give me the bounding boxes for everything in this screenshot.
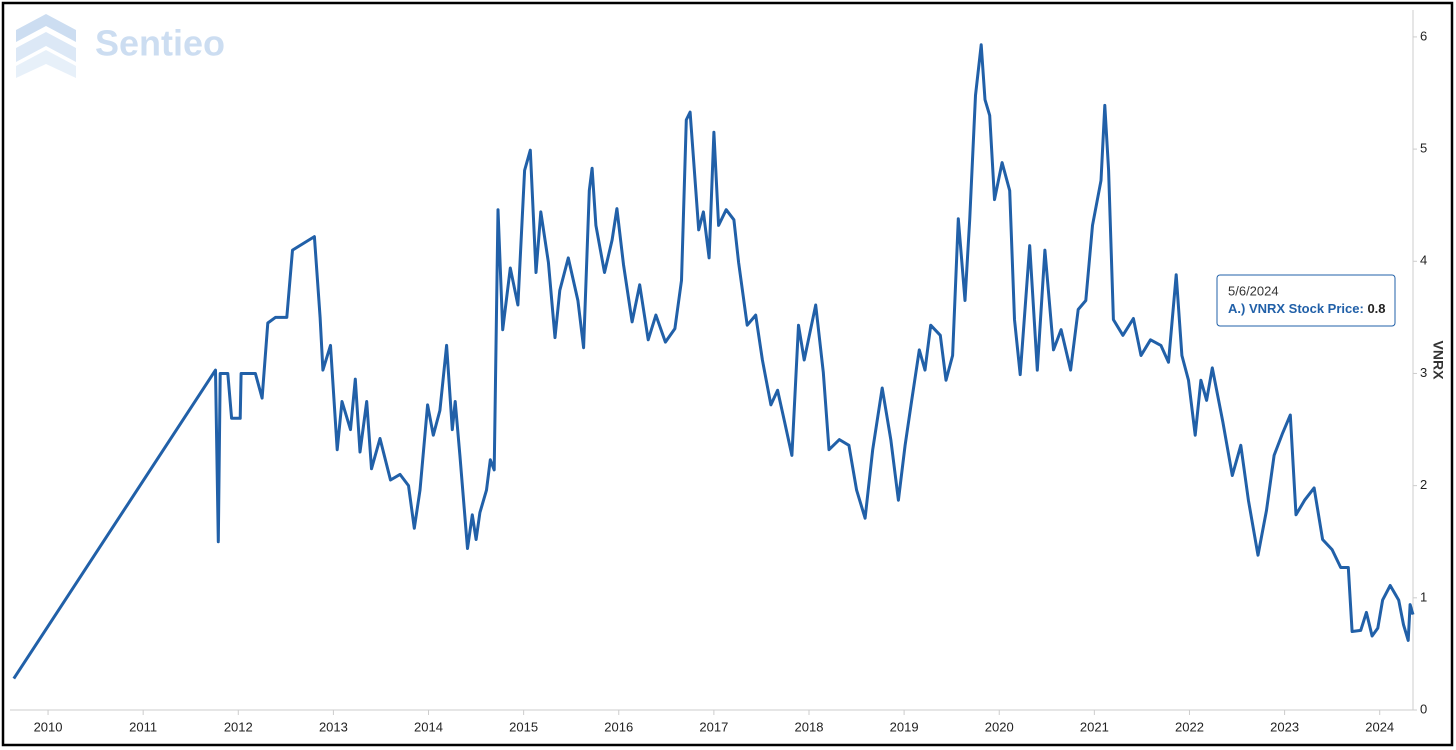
x-tick-label: 2017 xyxy=(699,719,728,734)
x-tick-label: 2018 xyxy=(795,719,824,734)
y-tick-label: 3 xyxy=(1420,365,1427,380)
y-tick-label: 5 xyxy=(1420,141,1427,156)
logo-icon xyxy=(16,50,76,78)
x-tick-label: 2015 xyxy=(509,719,538,734)
logo-icon xyxy=(16,32,76,62)
y-tick-label: 4 xyxy=(1420,253,1427,268)
x-tick-label: 2016 xyxy=(604,719,633,734)
logo-text: Sentieo xyxy=(95,23,225,64)
x-tick-label: 2021 xyxy=(1080,719,1109,734)
y-axis-label: VNRX xyxy=(1430,341,1446,381)
y-tick-label: 6 xyxy=(1420,28,1427,43)
x-tick-label: 2019 xyxy=(890,719,919,734)
y-tick-label: 0 xyxy=(1420,701,1427,716)
y-tick-label: 2 xyxy=(1420,477,1427,492)
x-tick-label: 2014 xyxy=(414,719,443,734)
x-tick-label: 2013 xyxy=(319,719,348,734)
y-tick-label: 1 xyxy=(1420,589,1427,604)
tooltip: 5/6/2024 A.) VNRX Stock Price: 0.8 xyxy=(1216,274,1396,327)
logo: Sentieo xyxy=(16,14,225,78)
tooltip-label-text: A.) VNRX Stock Price: xyxy=(1228,301,1364,316)
x-tick-label: 2020 xyxy=(985,719,1014,734)
x-tick-label: 2024 xyxy=(1365,719,1394,734)
tooltip-box xyxy=(1216,274,1396,327)
tooltip-date: 5/6/2024 xyxy=(1228,283,1279,298)
logo-icon xyxy=(16,14,76,42)
price-line xyxy=(12,43,1415,680)
x-tick-label: 2023 xyxy=(1270,719,1299,734)
x-tick-label: 2011 xyxy=(129,719,157,734)
x-tick-label: 2012 xyxy=(224,719,253,734)
x-tick-label: 2010 xyxy=(34,719,63,734)
tooltip-label: A.) VNRX Stock Price: 0.8 xyxy=(1228,301,1386,316)
tooltip-value: 0.8 xyxy=(1367,301,1385,316)
x-tick-label: 2022 xyxy=(1175,719,1204,734)
